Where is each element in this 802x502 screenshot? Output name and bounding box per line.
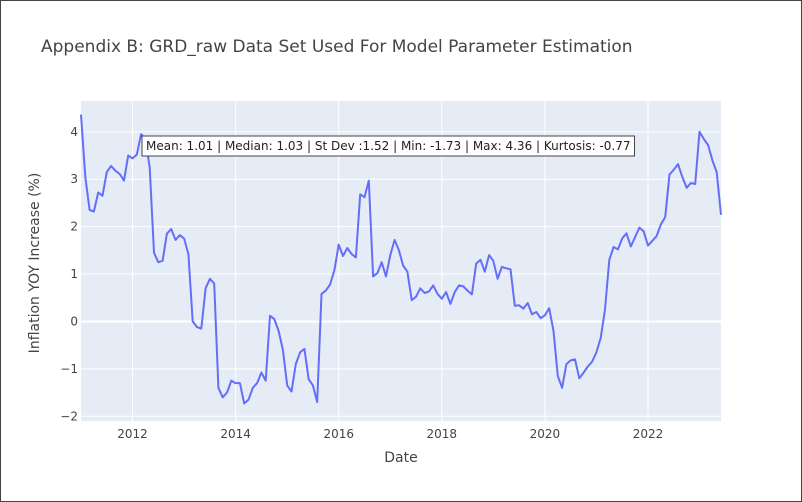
y-tick-label: 1 [70,267,78,281]
x-tick-label: 2014 [220,427,251,441]
y-axis-title: Inflation YOY Increase (%) [27,173,43,354]
series-layer [80,114,722,405]
y-tick-label: 4 [70,125,78,139]
stats-annotation-box [141,135,635,157]
x-tick-label: 2016 [323,427,354,441]
y-tick-label: −2 [60,409,78,423]
y-tick-label: −1 [60,362,78,376]
x-tick-label: 2022 [633,427,664,441]
stats-annotation-text: Mean: 1.01 | Median: 1.03 | St Dev :1.52… [146,139,630,153]
x-tick-label: 2012 [117,427,148,441]
stats-annotation: Mean: 1.01 | Median: 1.03 | St Dev :1.52… [141,135,635,157]
chart-title: Appendix B: GRD_raw Data Set Used For Mo… [41,37,633,57]
x-tick-label: 2020 [530,427,561,441]
x-tick-label: 2018 [427,427,458,441]
y-tick-label: 2 [70,220,78,234]
tick-labels: 2012 2014 2016 2018 2020 2022 −2 −1 0 1 2 3 4 [60,125,663,441]
y-tick-label: 3 [70,172,78,186]
y-tick-label: 0 [70,314,78,328]
x-axis-title: Date [384,450,417,466]
series-line [80,114,722,405]
